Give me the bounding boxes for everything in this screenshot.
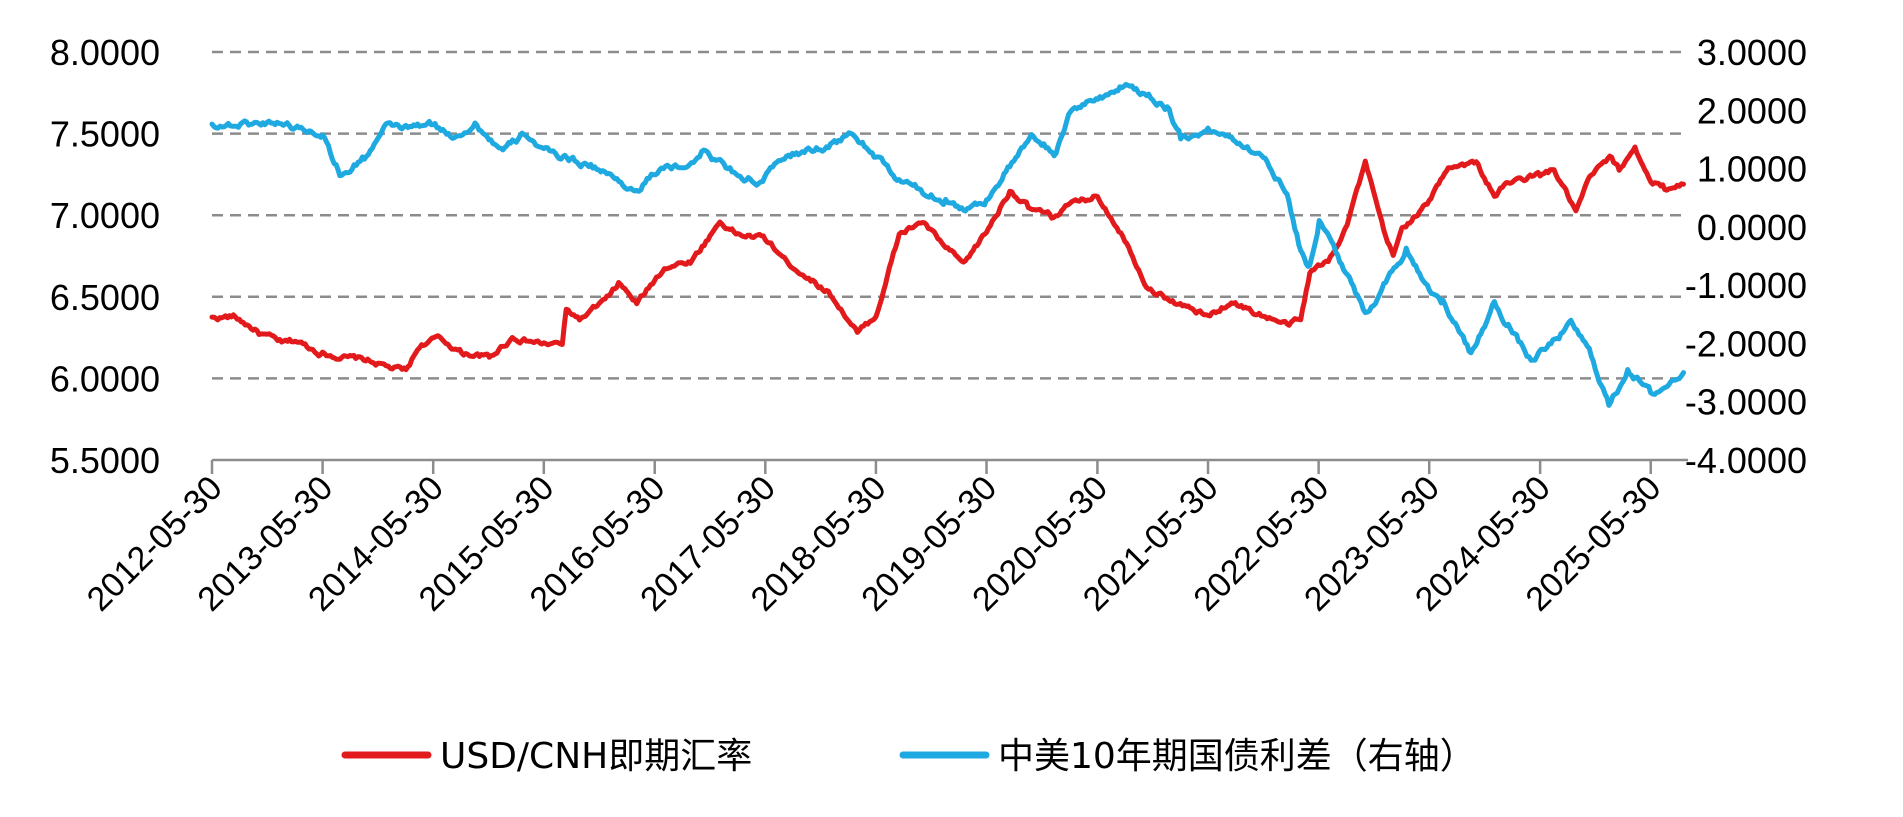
x-axis: 2012-05-302013-05-302014-05-302015-05-30…	[80, 458, 1688, 619]
right-y-tick-label: 1.0000	[1697, 149, 1807, 190]
right-y-tick-label: -4.0000	[1685, 440, 1807, 481]
right-y-tick-label: -2.0000	[1685, 323, 1807, 364]
left-y-tick-label: 7.5000	[50, 114, 160, 155]
left-y-tick-label: 6.5000	[50, 277, 160, 318]
right-y-tick-label: -1.0000	[1685, 265, 1807, 306]
gridlines	[212, 50, 1688, 380]
right-y-tick-label: 0.0000	[1697, 207, 1807, 248]
series-line-yield-spread	[209, 81, 1686, 408]
legend-label: 中美10年期国债利差（右轴）	[998, 736, 1476, 777]
series-layer	[209, 81, 1686, 408]
left-y-axis: 8.0000 7.5000 7.0000 6.5000 6.0000 5.5000	[50, 32, 160, 481]
right-y-tick-label: -3.0000	[1685, 382, 1807, 423]
legend-label: USD/CNH即期汇率	[440, 736, 752, 777]
series-line-usd-cnh	[209, 144, 1686, 373]
left-y-tick-label: 5.5000	[50, 440, 160, 481]
right-y-axis: 3.0000 2.0000 1.0000 0.0000 -1.0000 -2.0000 -3…	[1685, 32, 1807, 481]
left-y-tick-label: 7.0000	[50, 195, 160, 236]
left-y-tick-label: 8.0000	[50, 32, 160, 73]
right-y-tick-label: 3.0000	[1697, 32, 1807, 73]
right-y-tick-label: 2.0000	[1697, 90, 1807, 131]
legend: USD/CNH即期汇率 中美10年期国债利差（右轴）	[341, 736, 1476, 777]
left-y-tick-label: 6.0000	[50, 358, 160, 399]
